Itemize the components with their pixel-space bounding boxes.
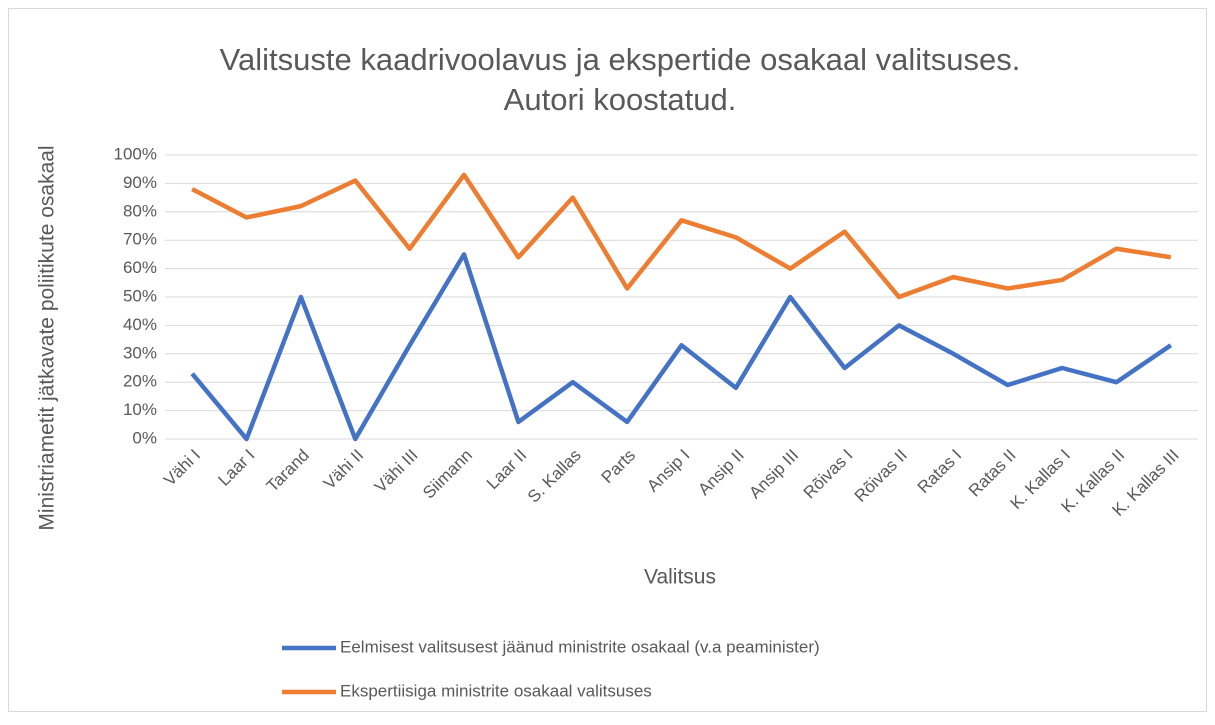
legend-label: Ekspertiisiga ministrite osakaal valitsu… bbox=[340, 681, 652, 700]
y-tick-label: 20% bbox=[123, 372, 157, 391]
y-tick-label: 0% bbox=[132, 428, 157, 447]
chart-title: Valitsuste kaadrivoolavus ja ekspertide … bbox=[220, 42, 1021, 77]
line-series bbox=[190, 252, 1173, 442]
line-series bbox=[191, 172, 1172, 300]
y-tick-label: 60% bbox=[123, 258, 157, 277]
y-tick-label: 100% bbox=[114, 144, 157, 163]
y-tick-label: 10% bbox=[123, 400, 157, 419]
legend-label: Eelmisest valitsusest jäänud ministrite … bbox=[340, 637, 820, 656]
y-tick-label: 30% bbox=[123, 343, 157, 362]
y-tick-label: 50% bbox=[123, 286, 157, 305]
chart-title: Autori koostatud. bbox=[504, 82, 737, 117]
chart-border bbox=[8, 8, 1207, 712]
y-axis-label: Ministriametit jätkavate poliitikute osa… bbox=[36, 145, 59, 530]
y-tick-label: 80% bbox=[123, 201, 157, 220]
y-tick-label: 70% bbox=[123, 230, 157, 249]
y-tick-label: 40% bbox=[123, 315, 157, 334]
x-axis-label: Valitsus bbox=[644, 566, 716, 589]
y-tick-label: 90% bbox=[123, 173, 157, 192]
